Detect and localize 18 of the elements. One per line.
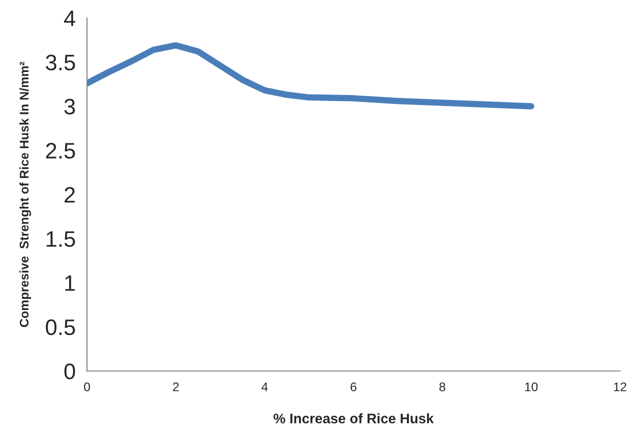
x-tick-label: 10 [525,382,538,392]
x-tick-label: 12 [614,382,626,392]
y-tick-label: 4 [64,10,76,26]
y-tick-label: 3 [64,98,75,115]
y-tick-label: 2.5 [46,142,75,159]
x-tick-label: 8 [439,382,446,392]
x-tick-label: 4 [261,382,268,392]
y-tick-label: 2 [64,187,75,203]
y-tick-label: 3.5 [46,54,75,70]
y-tick-label: 1.5 [46,231,75,247]
y-tick-label: 0 [64,364,76,380]
x-tick-label: 6 [350,382,356,392]
x-tick-label: 0 [84,382,90,392]
x-tick-label: 2 [172,382,179,392]
y-tick-label: 1 [65,276,75,291]
y-axis-title: Compresive Strenght of Rice Husk In N/mm² [19,62,32,327]
x-axis-title: % Increase of Rice Husk [274,413,434,424]
y-tick-label: 0.5 [46,319,75,336]
